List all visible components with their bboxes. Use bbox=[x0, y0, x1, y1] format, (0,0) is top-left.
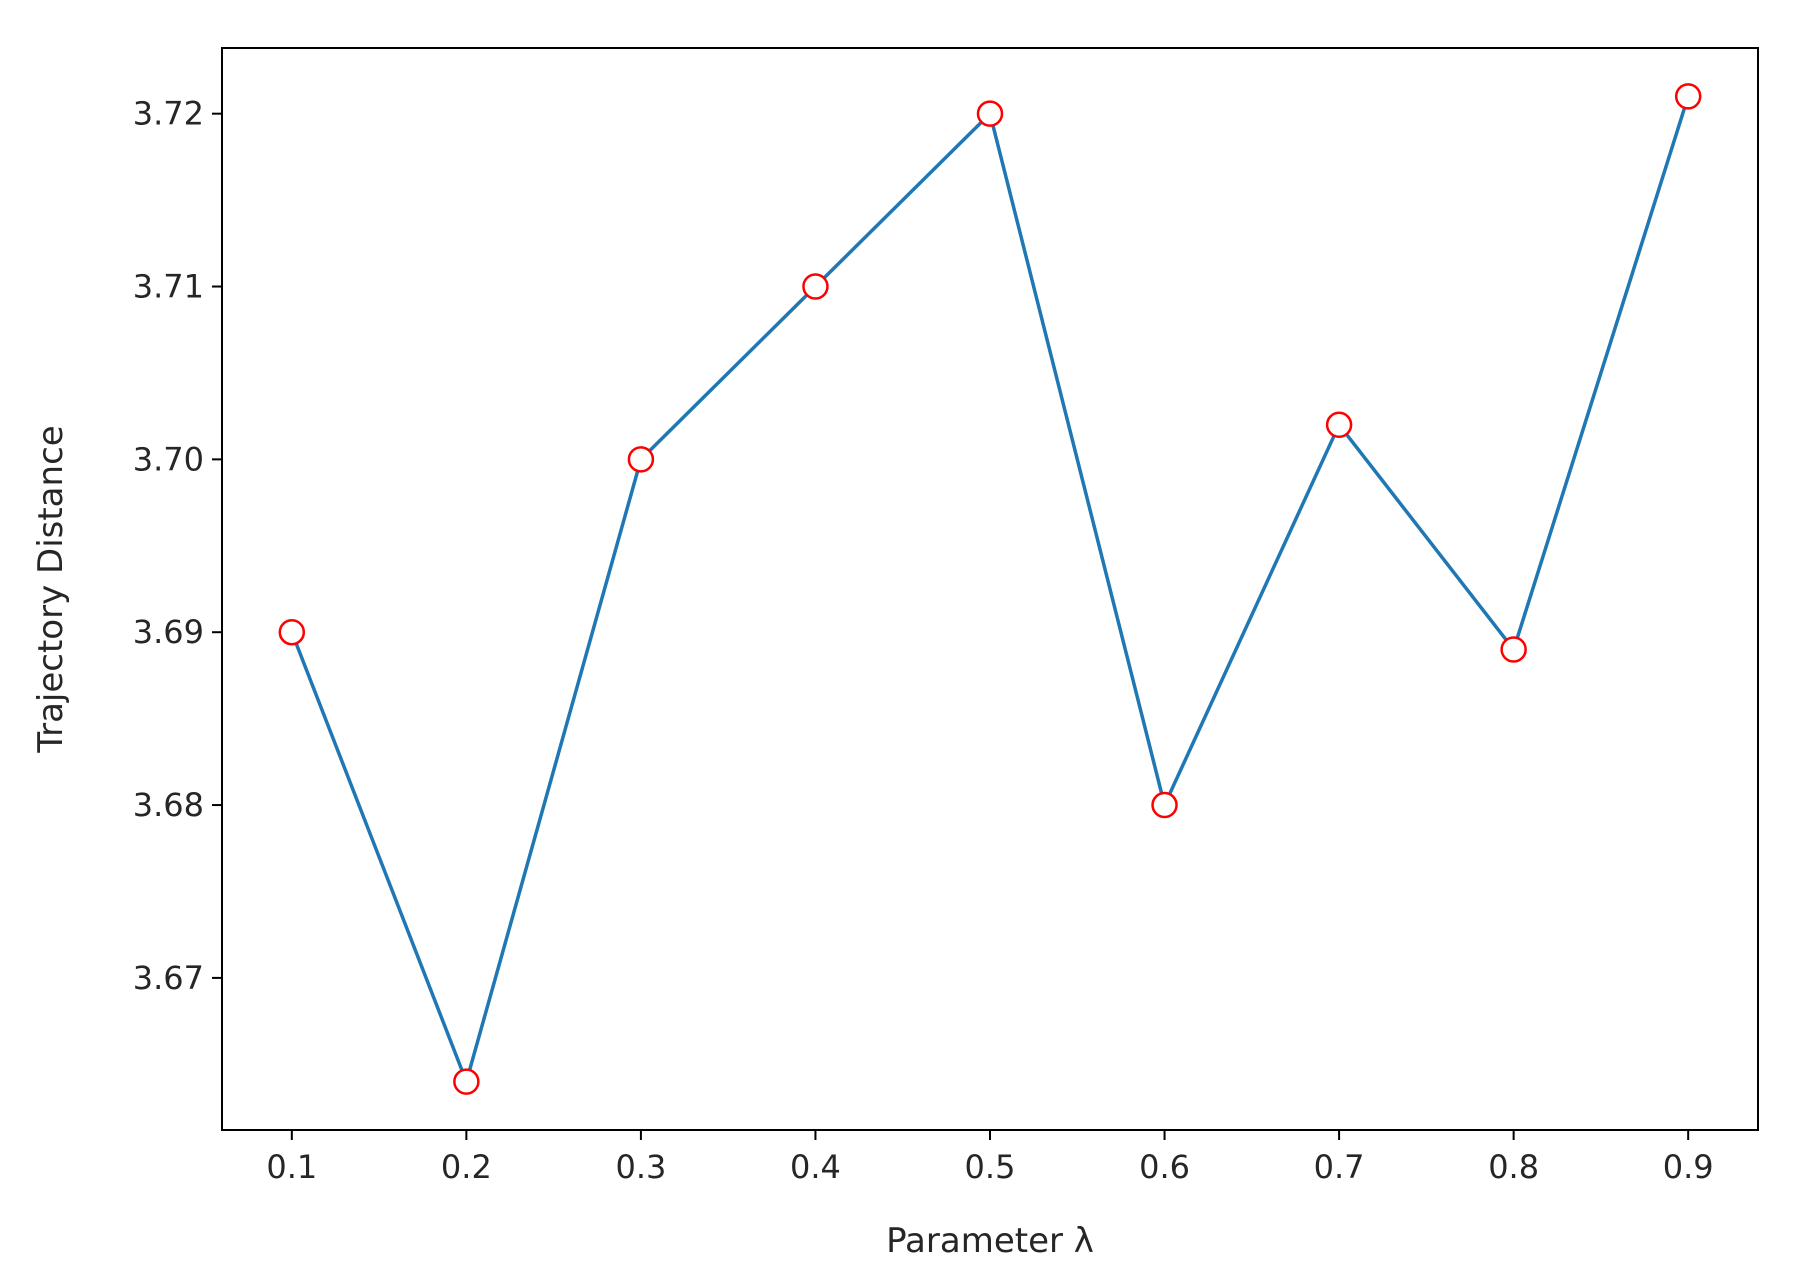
y-tick-label: 3.71 bbox=[133, 268, 204, 306]
y-tick-label: 3.68 bbox=[133, 786, 204, 824]
y-axis-label: Trajectory Distance bbox=[31, 425, 71, 753]
y-tick-label: 3.72 bbox=[133, 95, 204, 133]
x-tick-label: 0.9 bbox=[1663, 1148, 1714, 1186]
x-tick-label: 0.4 bbox=[790, 1148, 841, 1186]
plot-frame bbox=[221, 47, 1759, 1131]
data-point bbox=[1151, 791, 1178, 819]
data-point bbox=[453, 1068, 480, 1095]
x-tick-label: 0.1 bbox=[266, 1148, 317, 1186]
y-tick-label: 3.69 bbox=[133, 613, 204, 651]
x-tick-label: 0.2 bbox=[441, 1148, 492, 1186]
x-axis-label: Parameter λ bbox=[886, 1221, 1094, 1261]
x-tick-label: 0.7 bbox=[1314, 1148, 1365, 1186]
data-point bbox=[1325, 411, 1353, 439]
y-axis-ticks: 3.67 3.68 3.69 3.70 3.71 3.72 bbox=[133, 95, 222, 997]
data-point bbox=[278, 618, 306, 646]
series-markers bbox=[278, 83, 1702, 1095]
y-tick-label: 3.67 bbox=[133, 959, 204, 997]
x-tick-label: 0.3 bbox=[615, 1148, 666, 1186]
x-tick-label: 0.5 bbox=[965, 1148, 1016, 1186]
x-tick-label: 0.8 bbox=[1488, 1148, 1539, 1186]
x-tick-label: 0.6 bbox=[1139, 1148, 1190, 1186]
x-axis-ticks: 0.1 0.2 0.3 0.4 0.5 0.6 0.7 0.8 0.9 bbox=[266, 1130, 1714, 1186]
data-point bbox=[976, 100, 1004, 127]
data-point bbox=[802, 273, 829, 300]
data-point bbox=[1674, 83, 1702, 110]
data-point bbox=[627, 446, 655, 473]
data-point bbox=[1500, 636, 1527, 663]
y-tick-label: 3.70 bbox=[133, 440, 204, 478]
